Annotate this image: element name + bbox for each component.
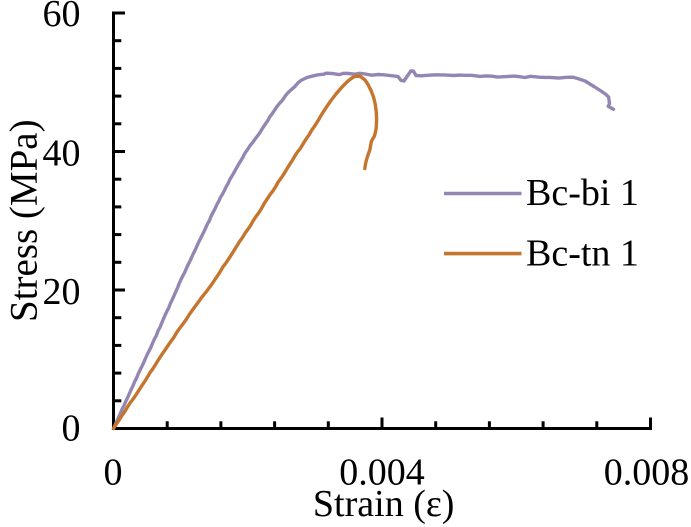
svg-text:0: 0 [62,408,81,450]
svg-text:Stress (MPa): Stress (MPa) [3,119,46,322]
svg-text:Bc-tn 1: Bc-tn 1 [526,233,639,275]
svg-text:20: 20 [43,271,81,313]
svg-text:Bc-bi 1: Bc-bi 1 [526,172,639,214]
svg-text:0: 0 [104,452,123,494]
svg-text:60: 60 [43,0,81,35]
svg-text:Strain (ε): Strain (ε) [313,483,455,525]
svg-text:40: 40 [43,133,81,175]
svg-text:0.008: 0.008 [604,452,690,494]
svg-text:0.004: 0.004 [339,452,425,494]
